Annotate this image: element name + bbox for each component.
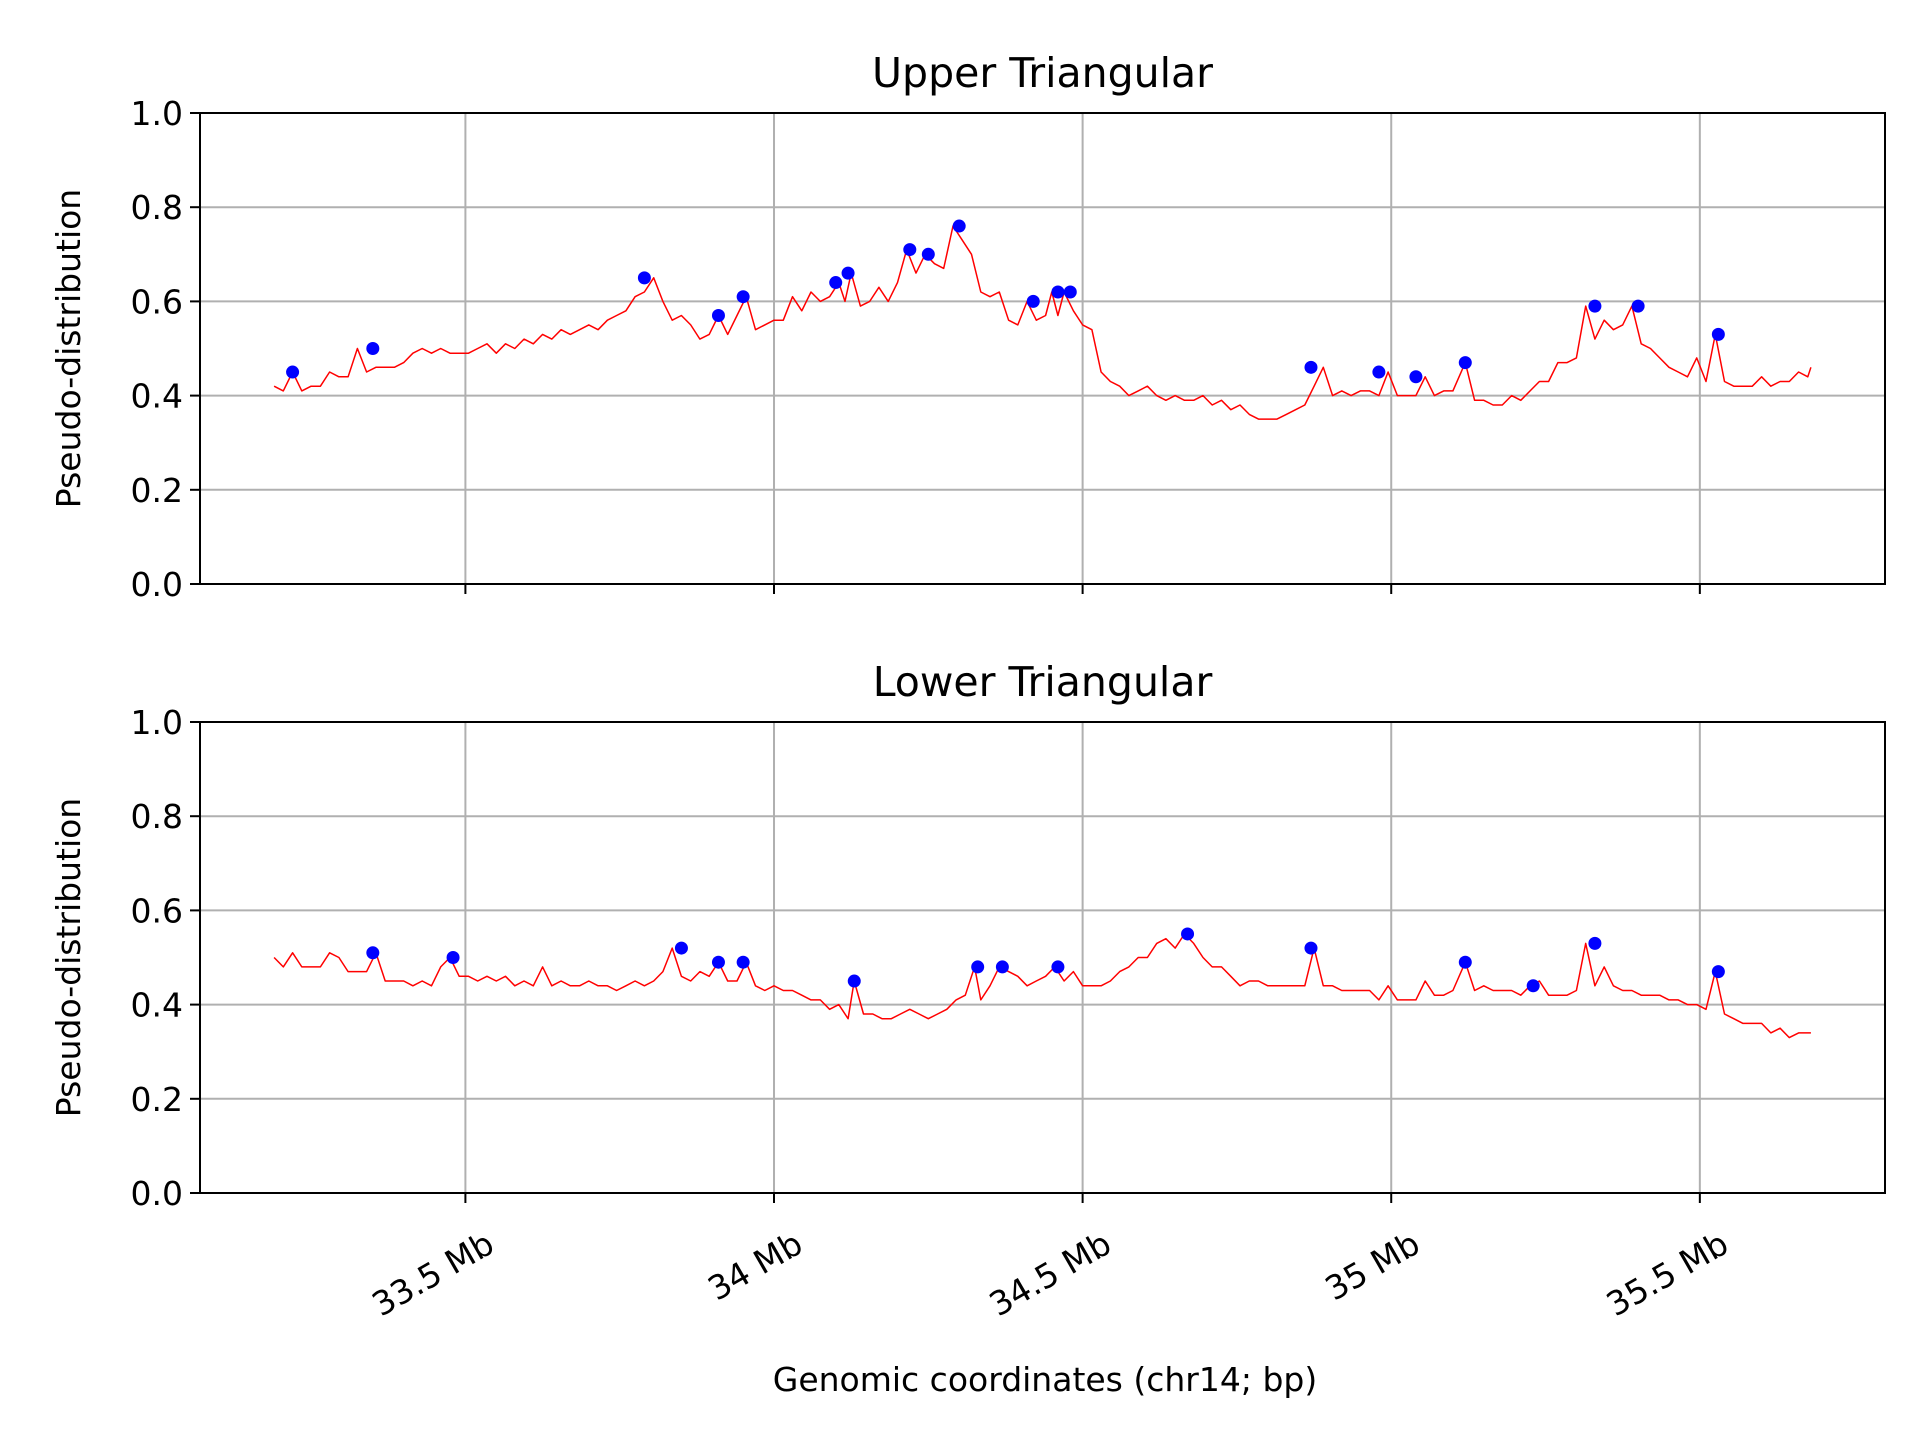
lower-y-tick-label-5: 1.0 [131, 703, 183, 742]
upper-peak-point-5 [829, 276, 843, 290]
x-tick-label-0: 33.5 Mb [365, 1224, 500, 1324]
lower-y-tick-label-1: 0.2 [131, 1080, 183, 1119]
upper-peak-point-13 [1304, 360, 1318, 374]
lower-y-tick-label-4: 0.8 [131, 797, 183, 836]
x-axis-label: Genomic coordinates (chr14; bp) [773, 1360, 1317, 1399]
upper-peak-point-10 [1026, 294, 1040, 308]
lower-peak-point-1 [446, 951, 460, 964]
x-tick-label-1: 34 Mb [701, 1224, 809, 1309]
lower-y-tick-label-3: 0.6 [131, 891, 183, 930]
lower-peak-point-5 [847, 974, 861, 988]
lower-peak-point-9 [1181, 927, 1195, 941]
lower-peak-point-0 [366, 946, 380, 960]
upper-peak-point-16 [1458, 356, 1472, 370]
upper-panel-title: Upper Triangular [872, 49, 1213, 97]
upper-y-tick-label-2: 0.4 [131, 377, 183, 416]
upper-peak-point-7 [903, 243, 917, 257]
x-tick-label-4: 35.5 Mb [1600, 1224, 1735, 1324]
lower-peak-point-8 [1051, 960, 1065, 974]
lower-axes-frame [199, 721, 1886, 1194]
lower-y-tick-label-0: 0.0 [131, 1174, 183, 1213]
upper-peak-point-15 [1409, 370, 1423, 384]
upper-peak-point-19 [1711, 327, 1725, 341]
upper-peak-point-11 [1051, 285, 1065, 299]
lower-peak-point-7 [995, 960, 1009, 974]
upper-axes-frame [199, 112, 1886, 585]
lower-y-axis-label: Pseudo-distribution [49, 798, 88, 1117]
lower-peak-point-6 [971, 960, 985, 974]
x-tick-label-3: 35 Mb [1318, 1224, 1426, 1309]
lower-y-tick-label-2: 0.4 [131, 986, 183, 1025]
upper-peak-point-12 [1063, 285, 1077, 299]
lower-triangular-axes: 0.0 0.2 0.4 0.6 0.8 1.0 33.5 Mb 34 Mb 34.5 Mb 35 … [49, 658, 1886, 1324]
lower-peak-point-4 [736, 955, 750, 969]
lower-peak-point-10 [1304, 941, 1318, 955]
upper-distribution-line [273, 225, 1812, 420]
upper-peak-point-4 [736, 290, 750, 304]
upper-peak-point-6 [841, 266, 855, 280]
upper-peak-point-17 [1588, 299, 1602, 313]
upper-y-tick-label-5: 1.0 [131, 94, 183, 133]
upper-triangular-axes: 0.0 0.2 0.4 0.6 0.8 1.0 Upper Triangular Pseudo… [49, 49, 1886, 604]
lower-peak-point-11 [1458, 955, 1472, 969]
x-tick-label-2: 34.5 Mb [983, 1224, 1118, 1324]
upper-peak-point-1 [366, 342, 380, 355]
upper-y-tick-label-0: 0.0 [131, 565, 183, 604]
upper-y-tick-label-4: 0.8 [131, 188, 183, 227]
upper-peak-point-8 [921, 247, 935, 261]
upper-peak-point-0 [286, 365, 300, 379]
lower-distribution-line [273, 933, 1811, 1039]
upper-peak-point-3 [711, 309, 725, 323]
lower-peak-point-12 [1526, 979, 1540, 993]
upper-y-tick-label-3: 0.6 [131, 282, 183, 321]
upper-peak-point-18 [1631, 299, 1645, 313]
upper-peak-point-14 [1372, 365, 1386, 379]
lower-peak-point-13 [1588, 936, 1602, 950]
lower-peak-point-3 [711, 955, 725, 969]
upper-peak-point-9 [952, 219, 966, 233]
upper-y-tick-label-1: 0.2 [131, 471, 183, 510]
upper-peak-point-2 [637, 271, 651, 285]
lower-peak-point-2 [674, 941, 688, 955]
upper-y-axis-label: Pseudo-distribution [49, 189, 88, 508]
lower-peak-point-14 [1711, 965, 1725, 979]
lower-panel-title: Lower Triangular [873, 658, 1213, 706]
